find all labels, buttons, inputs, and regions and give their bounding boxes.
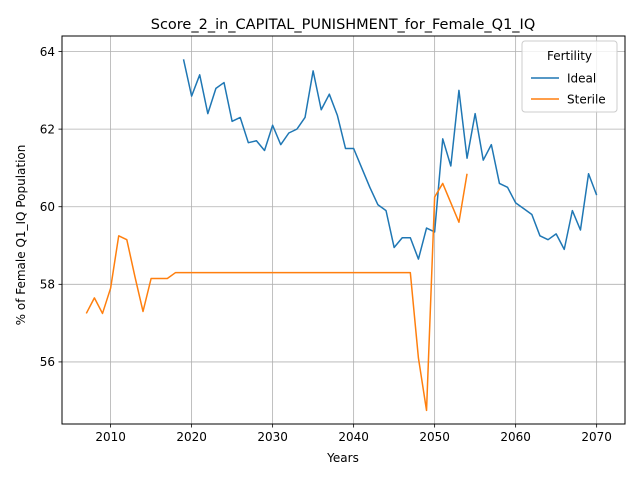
series-layer (85, 59, 598, 412)
x-tick-label: 2030 (257, 430, 288, 444)
y-tick-label: 56 (40, 355, 55, 369)
chart-title: Score_2_in_CAPITAL_PUNISHMENT_for_Female… (151, 17, 536, 33)
y-tick-label: 62 (40, 122, 55, 136)
x-tick-label: 2060 (500, 430, 531, 444)
y-tick-label: 58 (40, 278, 55, 292)
y-tick-label: 60 (40, 200, 55, 214)
y-axis-title: % of Female Q1_IQ Population (14, 145, 28, 326)
legend-label-ideal: Ideal (567, 71, 596, 85)
legend-title: Fertility (547, 49, 592, 63)
x-tick-label: 2010 (95, 430, 126, 444)
x-tick-label: 2070 (581, 430, 612, 444)
legend-label-sterile: Sterile (567, 92, 606, 106)
x-tick-label: 2020 (176, 430, 207, 444)
legend: Fertility Ideal Sterile (521, 40, 618, 113)
y-axis: 56 58 60 62 64 (40, 45, 62, 369)
x-tick-label: 2040 (338, 430, 369, 444)
series-line-ideal (182, 59, 598, 260)
y-tick-label: 64 (40, 45, 55, 59)
series-line-sterile (85, 173, 468, 412)
x-tick-label: 2050 (419, 430, 450, 444)
x-axis: 2010 2020 2030 2040 2050 2060 2070 (95, 424, 612, 444)
legend-box (521, 40, 618, 113)
x-axis-title: Years (326, 451, 359, 465)
plot-frame (61, 35, 626, 425)
